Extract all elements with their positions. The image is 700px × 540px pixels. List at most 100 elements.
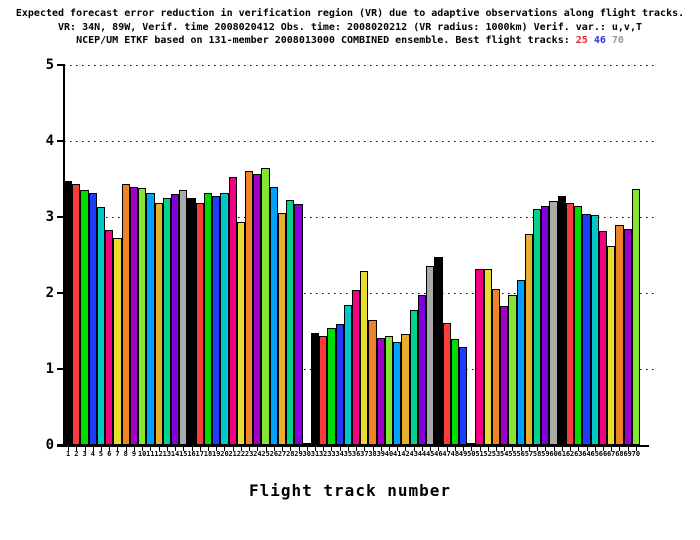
x-tick: [356, 447, 358, 451]
x-tick-label: 27: [277, 450, 287, 458]
x-tick: [454, 447, 456, 451]
bar-track-41: [393, 342, 402, 445]
x-tick-label: 40: [384, 450, 394, 458]
x-tick-label: 13: [162, 450, 172, 458]
bar-track-35: [343, 305, 352, 445]
x-tick-label: 36: [351, 450, 361, 458]
x-tick-label: 42: [401, 450, 410, 458]
bar-track-68: [615, 224, 624, 445]
bar-track-20: [220, 193, 229, 445]
x-tick: [389, 447, 391, 451]
bar-track-55: [508, 295, 517, 445]
x-tick-label: 25: [261, 450, 270, 458]
bar-track-15: [179, 189, 188, 445]
x-tick: [537, 447, 539, 451]
bar-track-70: [631, 188, 640, 445]
x-tick: [208, 447, 209, 451]
x-tick-label: 22: [236, 450, 246, 458]
x-tick: [635, 447, 637, 451]
x-tick: [199, 447, 201, 451]
bar-track-22: [236, 222, 246, 445]
x-tick: [240, 447, 242, 451]
x-tick: [117, 447, 119, 451]
x-tick-label: 37: [360, 450, 369, 458]
bar-track-1: [64, 180, 73, 445]
bar-track-28: [286, 199, 295, 445]
x-tick-label: 67: [606, 450, 616, 458]
x-tick-label: 39: [376, 450, 386, 458]
x-tick-label: 28: [286, 450, 295, 458]
x-tick: [257, 447, 259, 451]
x-tick: [298, 447, 300, 451]
bar-track-24: [253, 173, 262, 445]
x-tick-label: 50: [467, 450, 476, 458]
chart-title-line1: Expected forecast error reduction in ver…: [15, 8, 685, 19]
bar-track-58: [533, 208, 542, 445]
x-tick-label: 63: [574, 450, 583, 458]
x-tick: [430, 447, 432, 451]
bar-track-38: [368, 319, 377, 445]
gridline: [64, 217, 656, 218]
x-tick-label: 54: [500, 450, 509, 458]
bar-track-60: [549, 201, 558, 445]
x-tick-label: 66: [598, 450, 608, 458]
x-tick-label: 24: [253, 450, 262, 458]
x-tick: [504, 447, 506, 451]
x-tick: [512, 447, 514, 451]
bar-track-23: [245, 170, 254, 445]
x-axis-title: Flight track number: [248, 481, 452, 500]
x-tick-label: 16: [187, 450, 196, 458]
x-tick: [282, 447, 284, 451]
x-tick-label: 23: [244, 450, 254, 458]
x-tick-label: 14: [170, 450, 180, 458]
bar-track-65: [590, 214, 599, 445]
bar-track-36: [352, 289, 361, 445]
x-tick-label: 65: [590, 450, 599, 458]
x-tick: [463, 447, 465, 451]
bar-track-12: [154, 202, 163, 445]
bar-track-4: [88, 193, 97, 445]
y-tick-label: 0: [45, 437, 54, 453]
y-tick-label: 1: [45, 361, 54, 377]
x-tick-label: 29: [294, 450, 303, 458]
x-axis-line: [57, 445, 649, 447]
x-tick: [372, 447, 374, 451]
bar-track-49: [458, 346, 468, 445]
x-tick-label: 32: [318, 450, 328, 458]
bar-track-54: [500, 305, 509, 445]
y-axis-line: [63, 64, 65, 446]
bar-track-8: [121, 184, 130, 445]
x-tick: [545, 447, 547, 451]
gridline: [64, 141, 656, 142]
bar-track-46: [434, 256, 443, 445]
y-tick: [57, 64, 63, 66]
x-tick-label: 18: [203, 450, 213, 458]
x-tick: [594, 447, 596, 451]
x-tick-label: 46: [434, 450, 443, 458]
x-tick-label: 57: [524, 450, 534, 458]
x-tick-label: 12: [154, 450, 163, 458]
bar-track-21: [228, 176, 237, 445]
x-tick: [586, 447, 588, 451]
x-tick-label: 7: [115, 450, 120, 458]
x-tick-label: 17: [195, 450, 204, 458]
bar-track-32: [319, 336, 328, 445]
x-tick: [142, 447, 144, 451]
x-tick-label: 34: [335, 450, 344, 458]
y-tick-label: 4: [45, 133, 54, 149]
best-track-number: 46: [587, 35, 606, 46]
x-tick-label: 68: [615, 450, 624, 458]
bar-track-59: [541, 206, 550, 445]
x-tick: [619, 447, 621, 451]
x-tick: [347, 447, 349, 451]
bar-track-47: [442, 322, 451, 445]
x-tick-label: 2: [74, 450, 79, 458]
x-tick: [561, 447, 563, 451]
x-tick-label: 51: [475, 450, 484, 458]
x-tick: [323, 447, 325, 451]
x-tick: [364, 447, 366, 451]
x-tick: [578, 447, 580, 451]
bar-track-14: [170, 194, 180, 445]
best-track-numbers: 25 46 70: [576, 35, 624, 46]
